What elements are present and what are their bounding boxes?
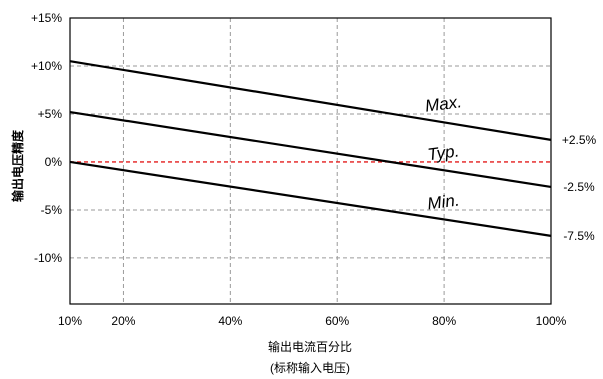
y-tick-label: -5% (41, 203, 63, 217)
series-end-label: +2.5% (562, 133, 597, 147)
x-tick-label: 20% (111, 314, 135, 328)
series-line (69, 60, 552, 141)
x-tick-label: 60% (325, 314, 349, 328)
x-tick-label: 40% (218, 314, 242, 328)
y-tick-label: +5% (38, 107, 63, 121)
y-tick-label: +10% (31, 59, 62, 73)
x-tick-label: 80% (432, 314, 456, 328)
series-label: Typ. (426, 141, 460, 164)
series-label: Min. (426, 190, 460, 213)
x-tick-labels: 10% 20% 40% 60% 80% 100% (58, 314, 567, 328)
x-tick-label: 100% (536, 314, 567, 328)
series-end-label: -2.5% (563, 180, 595, 194)
y-tick-label: +15% (31, 11, 62, 25)
series-label: Max. (424, 92, 463, 116)
end-labels: +2.5% -2.5% -7.5% (562, 133, 597, 243)
series-line (69, 160, 552, 237)
series-line (69, 110, 552, 188)
y-tick-labels: +15% +10% +5% 0% -5% -10% (31, 11, 62, 265)
series-end-label: -7.5% (563, 229, 595, 243)
y-tick-label: 0% (45, 155, 63, 169)
x-axis-label: 输出电流百分比 (268, 339, 352, 354)
plot-frame (69, 17, 552, 305)
x-axis-sublabel: (标称输入电压) (270, 360, 350, 375)
y-tick-label: -10% (34, 251, 62, 265)
y-axis-label: 输出电压精度 (10, 129, 25, 202)
grid (70, 18, 551, 304)
x-tick-label: 10% (58, 314, 82, 328)
series-group: Max. Typ. Min. (69, 60, 552, 237)
